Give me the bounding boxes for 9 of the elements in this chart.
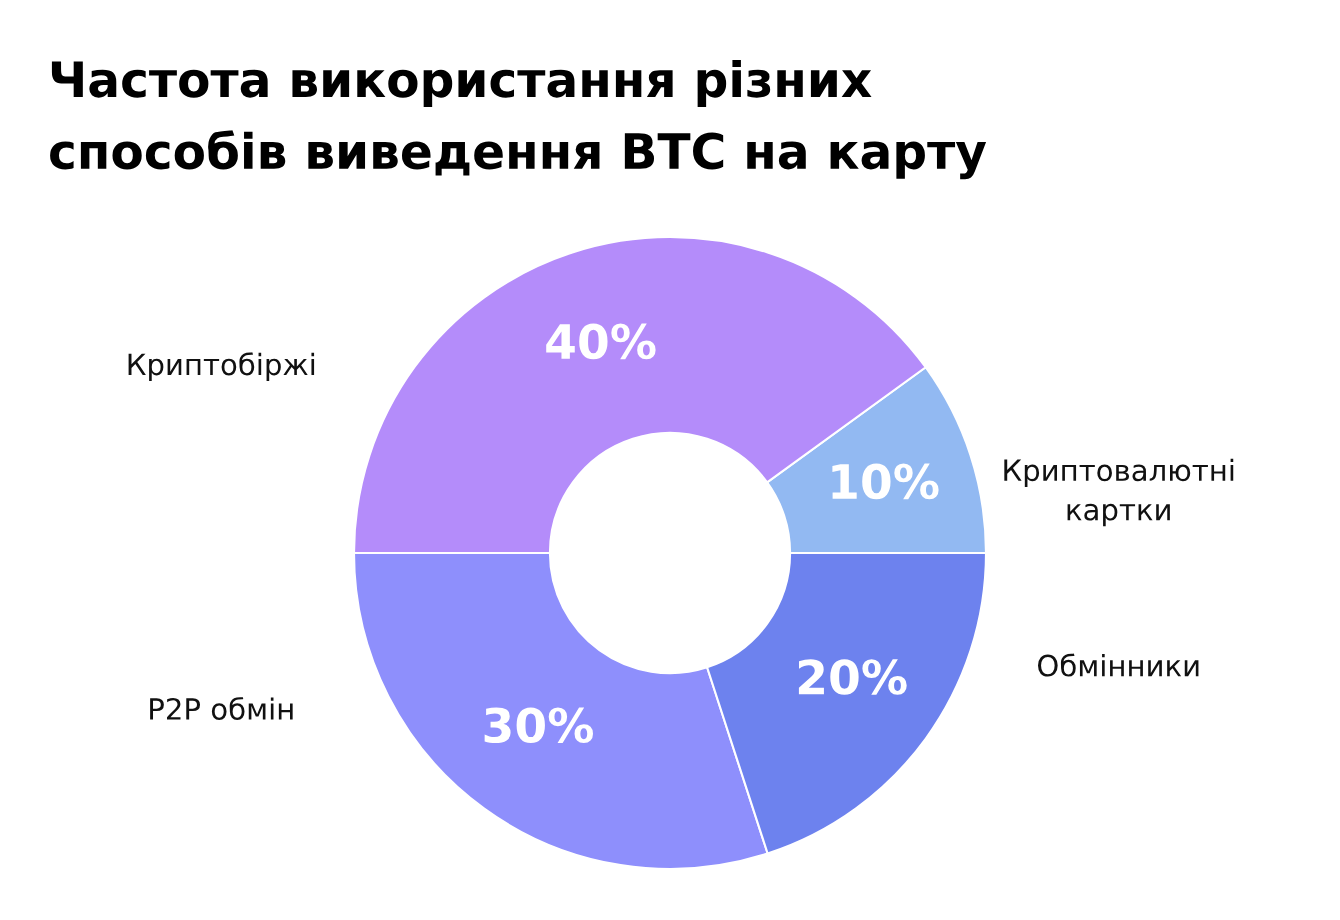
slice-label: P2P обмін (150, 696, 293, 720)
slice-label: Криптовалютні картки (1004, 458, 1234, 527)
data-label: 30% (484, 707, 594, 744)
data-label: 10% (832, 463, 939, 500)
slice-label: Криптобіржі (128, 352, 315, 382)
slice-label: Обмінники (1038, 653, 1199, 677)
chart-title: Частота використання різних способів виведення BTC на карту (50, 60, 987, 180)
data-label: 20% (798, 659, 907, 695)
data-label: 40% (546, 323, 656, 360)
